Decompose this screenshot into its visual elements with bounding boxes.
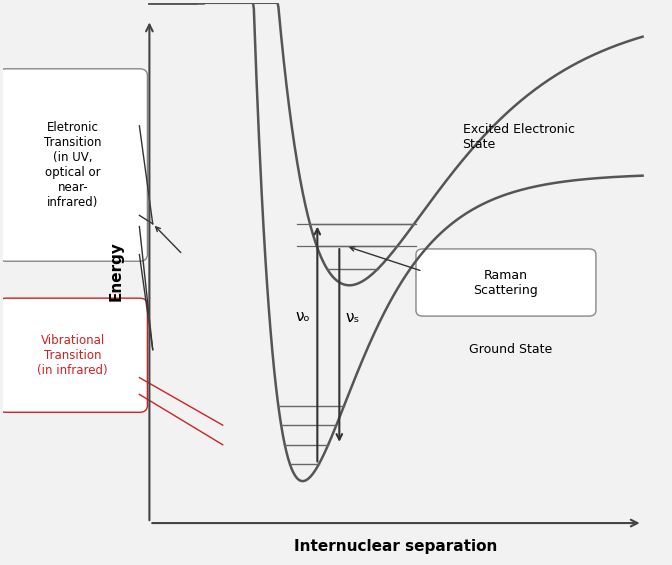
- Text: νₒ: νₒ: [295, 308, 310, 324]
- FancyBboxPatch shape: [416, 249, 596, 316]
- Text: νₛ: νₛ: [345, 310, 360, 325]
- Text: Internuclear separation: Internuclear separation: [294, 539, 498, 554]
- Text: Ground State: Ground State: [469, 343, 552, 356]
- FancyBboxPatch shape: [0, 69, 147, 261]
- Text: Vibrational
Transition
(in infrared): Vibrational Transition (in infrared): [38, 334, 108, 377]
- Text: Excited Electronic
State: Excited Electronic State: [462, 123, 575, 151]
- FancyBboxPatch shape: [0, 298, 147, 412]
- Text: Energy: Energy: [109, 241, 124, 301]
- Text: Raman
Scattering: Raman Scattering: [474, 268, 538, 297]
- Text: Eletronic
Transition
(in UV,
optical or
near-
infrared): Eletronic Transition (in UV, optical or …: [44, 121, 101, 209]
